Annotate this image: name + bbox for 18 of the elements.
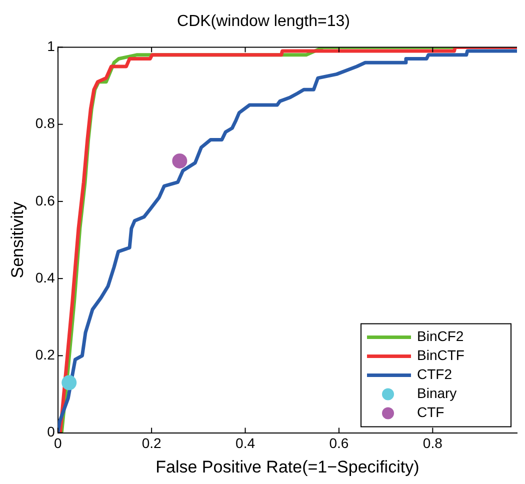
legend-label: CTF2 xyxy=(417,366,452,382)
x-tick-label: 0.2 xyxy=(142,435,162,452)
y-tick-label: 0.4 xyxy=(35,269,56,286)
legend-label: BinCTF xyxy=(417,347,464,364)
legend-label: BinCF2 xyxy=(417,328,464,344)
y-tick-label: 0.2 xyxy=(35,346,56,363)
y-tick-label: 0.6 xyxy=(35,192,56,208)
y-tick-label: 1 xyxy=(47,38,56,54)
y-tick-label: 0 xyxy=(47,424,56,440)
chart-title: CDK(window length=13) xyxy=(177,13,350,30)
x-tick-label: 0.8 xyxy=(422,435,443,452)
x-tick-label: 0.6 xyxy=(329,435,349,452)
y-axis-title: Sensitivity xyxy=(8,201,27,278)
y-tick-label: 0.8 xyxy=(35,115,56,132)
legend-label: Binary xyxy=(417,385,457,402)
legend-label: CTF xyxy=(417,404,444,420)
x-axis-title: False Positive Rate(=1−Specificity) xyxy=(156,457,420,476)
x-tick-label: 0.4 xyxy=(236,435,256,452)
